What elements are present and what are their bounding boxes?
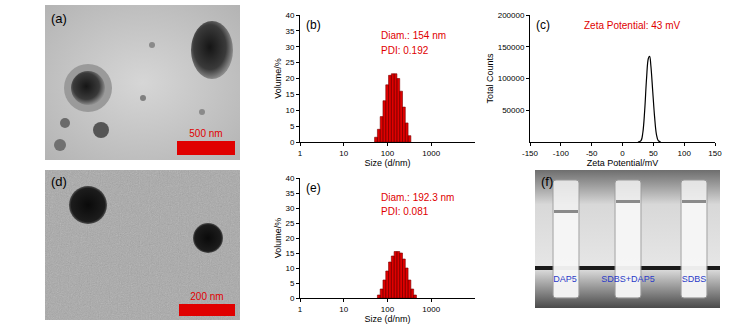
- svg-text:0: 0: [290, 294, 295, 303]
- svg-text:200000: 200000: [498, 11, 525, 20]
- svg-text:100: 100: [677, 149, 691, 158]
- svg-text:35: 35: [285, 189, 294, 198]
- svg-text:500 nm: 500 nm: [189, 128, 222, 139]
- svg-text:10: 10: [285, 106, 294, 115]
- svg-text:Volume/%: Volume/%: [273, 218, 283, 259]
- svg-text:SDBS: SDBS: [682, 274, 707, 284]
- svg-text:20: 20: [285, 74, 294, 83]
- svg-text:Zeta Potential/mV: Zeta Potential/mV: [587, 158, 659, 168]
- svg-text:(a): (a): [51, 11, 67, 26]
- svg-text:200 nm: 200 nm: [190, 291, 223, 302]
- svg-text:40: 40: [285, 174, 294, 183]
- svg-text:SDBS+DAP5: SDBS+DAP5: [601, 274, 654, 284]
- svg-text:40: 40: [285, 11, 294, 20]
- svg-text:25: 25: [285, 219, 294, 228]
- svg-text:(e): (e): [306, 181, 321, 195]
- svg-text:Size (d/nm): Size (d/nm): [364, 158, 410, 168]
- svg-text:(d): (d): [51, 174, 67, 189]
- svg-text:0: 0: [620, 149, 625, 158]
- svg-text:150000: 150000: [498, 43, 525, 52]
- svg-text:10: 10: [285, 264, 294, 273]
- svg-text:5: 5: [290, 122, 295, 131]
- svg-text:1000: 1000: [422, 149, 440, 158]
- svg-text:Diam.: 154 nm: Diam.: 154 nm: [381, 30, 446, 41]
- svg-text:-50: -50: [586, 149, 598, 158]
- svg-text:-100: -100: [553, 149, 570, 158]
- svg-text:100: 100: [381, 305, 395, 314]
- svg-text:Total Counts: Total Counts: [485, 53, 495, 104]
- svg-text:150: 150: [708, 149, 722, 158]
- svg-text:DAP5: DAP5: [553, 274, 577, 284]
- svg-text:-150: -150: [522, 149, 539, 158]
- svg-text:25: 25: [285, 58, 294, 67]
- svg-text:100: 100: [381, 149, 395, 158]
- svg-text:10: 10: [339, 149, 348, 158]
- svg-text:50000: 50000: [502, 106, 525, 115]
- svg-text:Size (d/nm): Size (d/nm): [364, 314, 410, 324]
- svg-text:Zeta Potential: 43 mV: Zeta Potential: 43 mV: [584, 20, 680, 31]
- svg-text:50: 50: [649, 149, 658, 158]
- svg-text:(f): (f): [541, 174, 553, 189]
- svg-text:35: 35: [285, 27, 294, 36]
- svg-text:PDI: 0.081: PDI: 0.081: [381, 206, 429, 217]
- svg-text:Diam.: 192.3 nm: Diam.: 192.3 nm: [381, 192, 454, 203]
- svg-text:15: 15: [285, 90, 294, 99]
- svg-text:20: 20: [285, 234, 294, 243]
- svg-text:(b): (b): [306, 18, 321, 32]
- svg-text:(c): (c): [536, 18, 550, 32]
- svg-text:PDI: 0.192: PDI: 0.192: [381, 45, 429, 56]
- svg-text:1000: 1000: [422, 305, 440, 314]
- svg-text:1: 1: [298, 305, 303, 314]
- svg-text:1: 1: [298, 149, 303, 158]
- svg-text:Volume/%: Volume/%: [273, 58, 283, 99]
- svg-text:30: 30: [285, 204, 294, 213]
- svg-text:10: 10: [339, 305, 348, 314]
- svg-text:5: 5: [290, 279, 295, 288]
- svg-text:0: 0: [290, 138, 295, 147]
- svg-text:30: 30: [285, 43, 294, 52]
- svg-text:100000: 100000: [498, 74, 525, 83]
- svg-text:15: 15: [285, 249, 294, 258]
